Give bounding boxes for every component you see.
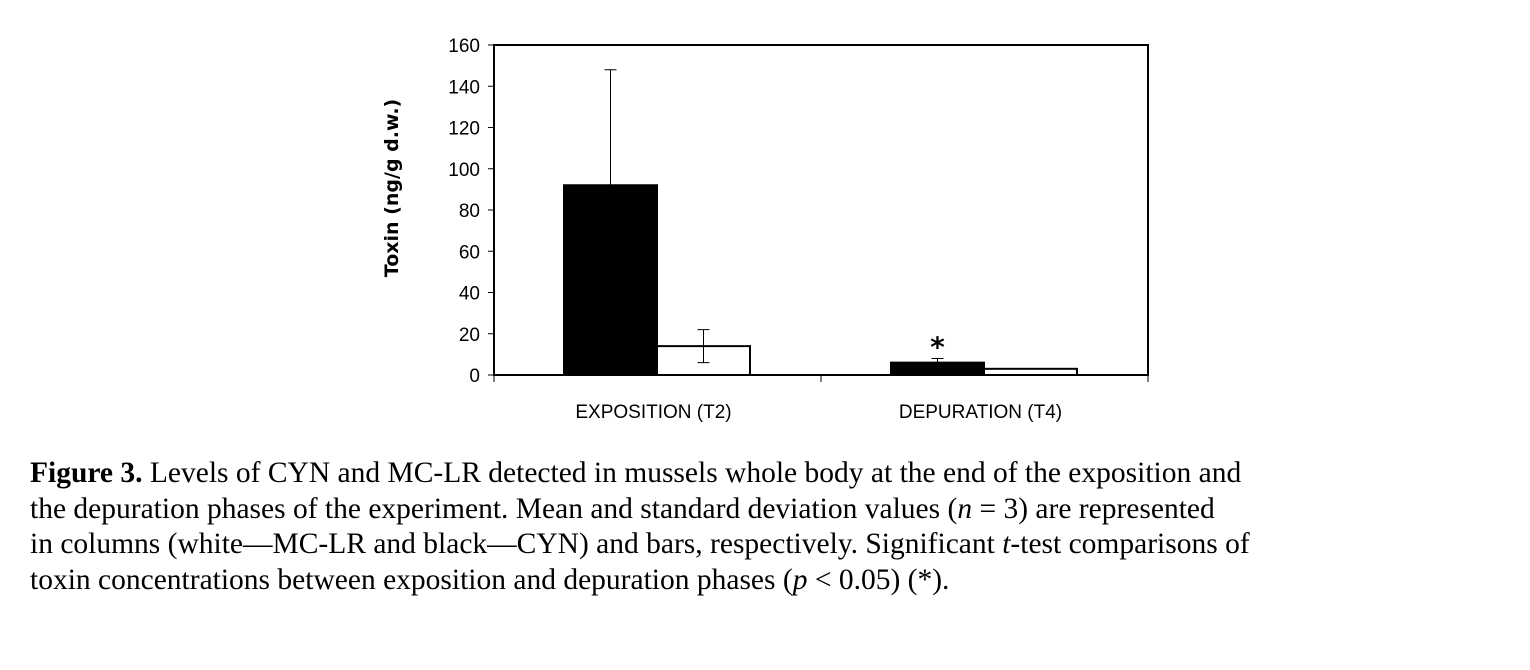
figure-caption: Figure 3. Levels of CYN and MC-LR detect…: [30, 456, 1510, 598]
x-category-label-1: DEPURATION (T4): [899, 402, 1062, 423]
caption-text-1: Levels of CYN and MC-LR detected in muss…: [149, 457, 1242, 489]
y-tick-label-5: 100: [448, 160, 480, 181]
plot-frame: [493, 44, 1149, 376]
caption-text-3a: in columns (white—MC-LR and black—CYN) a…: [30, 528, 1003, 560]
caption-line-3: in columns (white—MC-LR and black—CYN) a…: [30, 527, 1510, 563]
y-tick-label-1: 20: [459, 325, 480, 346]
caption-line-1: Figure 3. Levels of CYN and MC-LR detect…: [30, 456, 1510, 492]
y-tick-label-2: 40: [459, 284, 480, 305]
y-tick-label-7: 140: [448, 77, 480, 98]
caption-text-3b: -test comparisons of: [1010, 528, 1250, 560]
caption-text-4a: toxin concentrations between exposition …: [30, 563, 793, 596]
y-tick-label-4: 80: [459, 201, 480, 222]
caption-line-2: the depuration phases of the experiment.…: [30, 492, 1510, 528]
bar-chart: Toxin (ng/g d.w.) 0 20 40 60 80 100 120 140 160 E…: [381, 36, 1149, 423]
caption-n-symbol: n: [957, 492, 973, 525]
chart-svg: Toxin (ng/g d.w.) 0 20 40 60 80 100 120 140 160 E…: [381, 36, 1149, 423]
caption-text-2b: = 3) are represented: [972, 492, 1215, 525]
caption-line-4: toxin concentrations between exposition …: [30, 563, 1510, 599]
y-tick-label-3: 60: [459, 242, 480, 263]
y-tick-label-6: 120: [448, 119, 480, 140]
caption-text-2a: the depuration phases of the experiment.…: [30, 492, 958, 525]
caption-t-symbol: t: [1002, 528, 1011, 560]
caption-text-4b: < 0.05) (*).: [807, 563, 950, 596]
caption-p-symbol: p: [792, 563, 808, 596]
y-tick-label-8: 160: [448, 36, 480, 57]
figure-label: Figure 3.: [30, 457, 143, 489]
y-axis-label: Toxin (ng/g d.w.): [381, 99, 403, 277]
significance-asterisk-0: *: [930, 331, 945, 364]
y-tick-label-0: 0: [469, 366, 480, 387]
x-category-label-0: EXPOSITION (T2): [575, 402, 731, 423]
